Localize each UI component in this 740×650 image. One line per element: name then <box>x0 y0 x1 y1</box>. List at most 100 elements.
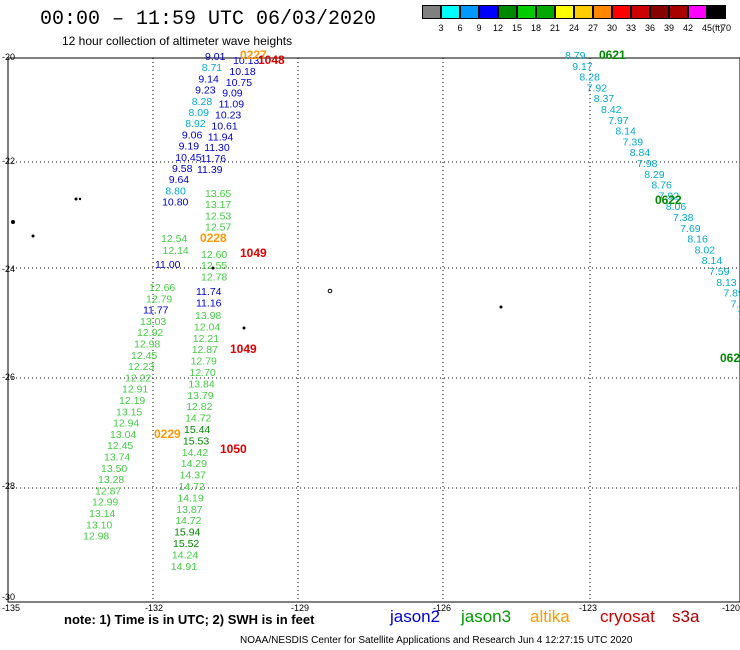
wave-height-value: 12.04 <box>194 321 220 333</box>
lat-tick: -28 <box>2 481 16 491</box>
wave-height-value: 8.14 <box>702 255 723 267</box>
wave-height-value: 12.70 <box>190 367 216 379</box>
color-swatch <box>574 5 593 19</box>
wave-height-value: 13.65 <box>205 188 231 200</box>
lon-tick: -132 <box>145 603 164 613</box>
wave-height-value: 10.45 <box>175 152 201 164</box>
footer-credit: NOAA/NESDIS Center for Satellite Applica… <box>240 635 633 646</box>
color-swatch-label: 21 <box>549 23 560 33</box>
wave-height-value: 9.06 <box>182 129 203 141</box>
wave-height-value: 12.45 <box>107 440 133 452</box>
island <box>242 326 246 330</box>
color-swatch <box>498 5 517 19</box>
legend-jason3: jason3 <box>461 607 512 626</box>
wave-height-value: 12.98 <box>83 531 109 543</box>
lat-tick: -24 <box>2 264 16 274</box>
lat-tick: -20 <box>2 52 16 62</box>
wave-height-value: 10.13 <box>233 55 259 67</box>
color-swatch-label: 33 <box>625 23 636 33</box>
wave-height-value: 14.29 <box>181 458 207 470</box>
wave-height-value: 12.21 <box>193 333 219 345</box>
wave-height-value: 12.91 <box>122 384 148 396</box>
lon-tick: -135 <box>2 603 21 613</box>
wave-height-value: 12.53 <box>205 210 231 222</box>
wave-height-value: 9.58 <box>172 163 193 175</box>
wave-height-value: 13.98 <box>195 310 221 322</box>
wave-height-value: 7.67 <box>731 298 740 310</box>
wave-height-value: 7.89 <box>723 288 740 300</box>
wave-height-value: 7.97 <box>608 115 629 127</box>
color-swatch <box>593 5 612 19</box>
wave-height-value: 12.87 <box>95 485 121 497</box>
pass-time-label: 1049 <box>230 342 257 356</box>
color-swatch-label: 9 <box>476 23 482 33</box>
wave-height-value: 15.94 <box>174 527 200 539</box>
lon-tick: -129 <box>291 603 310 613</box>
units-note: note: 1) Time is in UTC; 2) SWH is in fe… <box>64 612 315 627</box>
color-swatch-label: 6 <box>457 23 463 33</box>
wave-height-value: 13.17 <box>205 199 231 211</box>
wave-height-value: 7.98 <box>637 158 658 170</box>
pass-time-label: 0229 <box>154 427 181 441</box>
color-swatch-label: 18 <box>530 23 541 33</box>
island <box>499 305 503 309</box>
wave-height-value: 12.82 <box>186 401 212 413</box>
wave-height-value: 11.77 <box>143 305 169 317</box>
color-scale-unit: (ft) <box>712 23 723 33</box>
wave-height-value: 11.09 <box>219 99 245 111</box>
color-swatch <box>612 5 631 19</box>
pass-time-label: 0623 <box>720 351 740 365</box>
wave-height-value: 12.54 <box>161 233 187 245</box>
wave-height-value: 12.23 <box>128 361 154 373</box>
wave-height-value: 12.19 <box>119 395 145 407</box>
color-swatch-label: 42 <box>682 23 693 33</box>
pass-time-label: 0621 <box>599 48 626 62</box>
color-swatch-label: 27 <box>587 23 598 33</box>
wave-height-value: 13.03 <box>140 316 166 328</box>
wave-height-value: 12.79 <box>146 293 172 305</box>
wave-height-value: 14.91 <box>171 561 197 573</box>
wave-height-value: 12.94 <box>113 418 139 430</box>
pass-time-label: 0227 <box>240 48 267 62</box>
wave-height-value: 12.99 <box>92 497 118 509</box>
wave-height-value: 11.00 <box>155 259 181 271</box>
wave-height-value: 12.79 <box>191 356 217 368</box>
map-grid <box>8 58 740 602</box>
color-swatch-label: 45 <box>701 23 712 33</box>
color-swatch-label: 12 <box>492 23 503 33</box>
color-swatch <box>536 5 555 19</box>
wave-height-value: 9.01 <box>205 51 226 63</box>
wave-height-value: 7.38 <box>673 212 694 224</box>
wave-height-value: 8.29 <box>644 169 665 181</box>
lon-tick: -123 <box>579 603 598 613</box>
color-swatch <box>688 5 707 19</box>
wave-height-value: 13.04 <box>110 429 136 441</box>
wave-height-value: 14.19 <box>177 492 203 504</box>
island <box>11 220 15 224</box>
pass-time-label: 1049 <box>240 246 267 260</box>
wave-height-value: 8.02 <box>695 244 716 256</box>
color-swatch <box>517 5 536 19</box>
wave-height-value: 8.71 <box>202 62 223 74</box>
island <box>31 234 35 238</box>
wave-height-value: 8.13 <box>716 277 737 289</box>
pass-time-label: 1050 <box>220 442 247 456</box>
wave-height-value: 14.24 <box>172 549 198 561</box>
pass-time-label: 1048 <box>258 53 285 67</box>
wave-height-value: 15.53 <box>183 435 209 447</box>
wave-height-value: 12.78 <box>201 271 227 283</box>
wave-height-value: 12.92 <box>137 327 163 339</box>
lat-tick: -26 <box>2 372 16 382</box>
color-swatch <box>441 5 460 19</box>
wave-height-value: 12.14 <box>163 245 189 257</box>
map-subtitle: 12 hour collection of altimeter wave hei… <box>62 34 293 48</box>
wave-height-value: 8.06 <box>666 201 687 213</box>
wave-height-value: 7.92 <box>659 190 680 202</box>
wave-height-value: 8.37 <box>594 93 615 105</box>
lat-tick: -30 <box>2 592 16 602</box>
pass-time-label: 0622 <box>655 193 682 207</box>
wave-height-value: 12.60 <box>201 249 227 261</box>
wave-height-value: 12.66 <box>149 282 175 294</box>
legend-cryosat: cryosat <box>600 607 655 626</box>
color-swatch <box>422 5 441 19</box>
